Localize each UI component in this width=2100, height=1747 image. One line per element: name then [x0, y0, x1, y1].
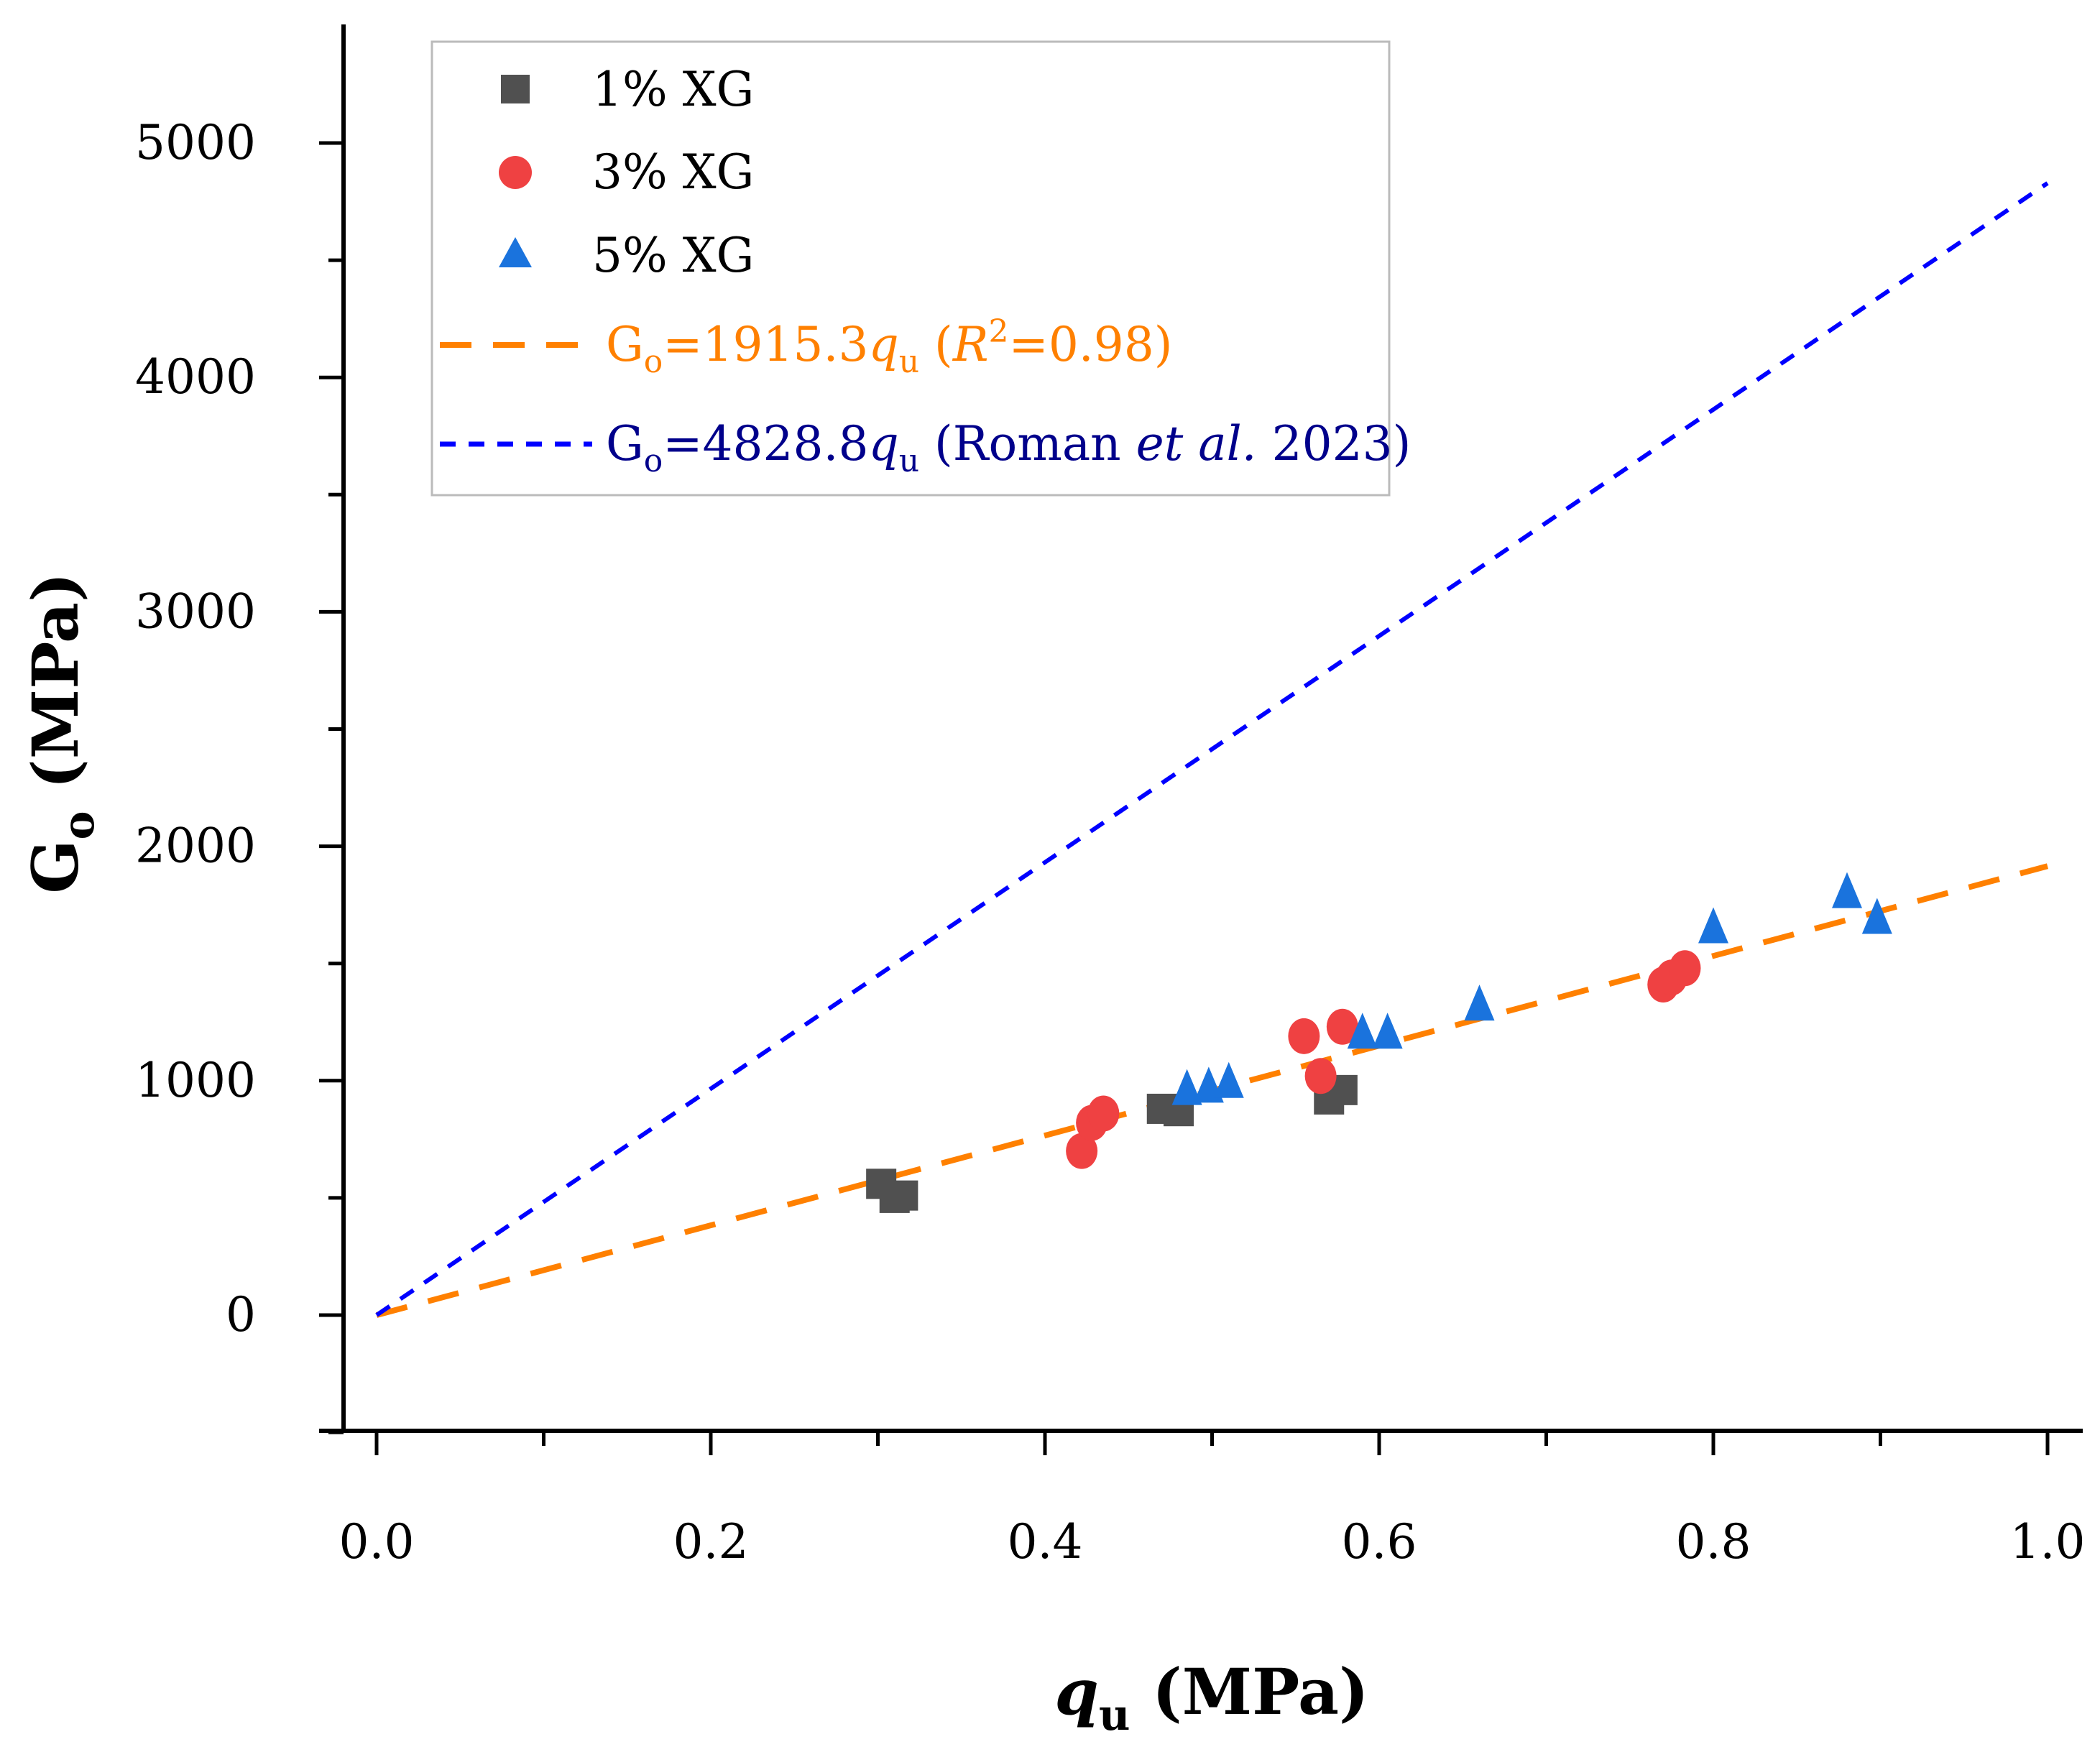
x-axis-title-unit: (MPa) — [1130, 1654, 1369, 1729]
data-point-circle — [1066, 1133, 1098, 1169]
data-point-circle — [1669, 950, 1701, 987]
data-point-circle — [1087, 1095, 1120, 1132]
data-point-square — [888, 1180, 918, 1211]
legend-box — [430, 40, 1391, 497]
data-point-triangle — [1372, 1013, 1403, 1049]
data-point-triangle — [1213, 1061, 1244, 1098]
data-point-circle — [1326, 1008, 1358, 1045]
y-tick-label: 3000 — [135, 584, 256, 639]
legend-label-3xg: 3% XG — [592, 144, 754, 200]
legend: 1% XG 3% XG 5% XG Go=1915.3qu (R2=0.98) … — [430, 40, 1411, 497]
data-points — [866, 872, 1892, 1213]
y-axis-title-unit: (MPa) — [18, 572, 93, 811]
y-axis-title-sub: o — [54, 811, 104, 839]
legend-marker-triangle — [499, 237, 532, 267]
y-axis-title-g: G — [18, 840, 93, 894]
x-tick-label: 0.2 — [673, 1514, 749, 1569]
y-tick-label: 0 — [226, 1287, 256, 1342]
y-axis-title: Go (MPa) — [18, 572, 104, 893]
trend-line-roman — [375, 181, 2049, 1317]
y-tick-label: 5000 — [135, 115, 256, 170]
legend-label-1xg: 1% XG — [592, 62, 754, 117]
legend-marker-circle — [499, 156, 532, 189]
x-axis-title-sub: u — [1099, 1690, 1130, 1741]
data-point-circle — [1288, 1018, 1320, 1054]
legend-label-5xg: 5% XG — [592, 228, 754, 283]
x-tick-label: 0.0 — [339, 1514, 415, 1569]
x-axis-title-q: q — [1054, 1654, 1099, 1729]
data-point-triangle — [1464, 985, 1495, 1021]
legend-label-fit: Go=1915.3qu (R2=0.98) — [606, 313, 1173, 380]
y-tick-label: 2000 — [135, 819, 256, 874]
data-point-triangle — [1698, 907, 1728, 944]
x-tick-label: 0.8 — [1676, 1514, 1751, 1569]
legend-marker-square — [501, 75, 530, 103]
data-point-triangle — [1347, 1013, 1378, 1049]
x-axis-title: qu (MPa) — [1054, 1654, 1368, 1741]
x-tick-label: 1.0 — [2010, 1514, 2086, 1569]
y-tick-label: 1000 — [135, 1053, 256, 1108]
axis-ticks: 0.0 0.2 0.4 0.6 0.8 1.0 0 1000 2000 3000 4000 5000 — [135, 115, 2085, 1569]
data-point-triangle — [1171, 1069, 1202, 1105]
x-tick-label: 0.6 — [1342, 1514, 1417, 1569]
data-point-circle — [1304, 1058, 1337, 1094]
legend-label-roman: Go=4828.8qu (Roman et al. 2023) — [606, 416, 1411, 479]
data-point-triangle — [1861, 898, 1892, 934]
x-tick-label: 0.4 — [1008, 1514, 1083, 1569]
data-point-triangle — [1832, 872, 1862, 908]
y-tick-label: 4000 — [135, 349, 256, 405]
